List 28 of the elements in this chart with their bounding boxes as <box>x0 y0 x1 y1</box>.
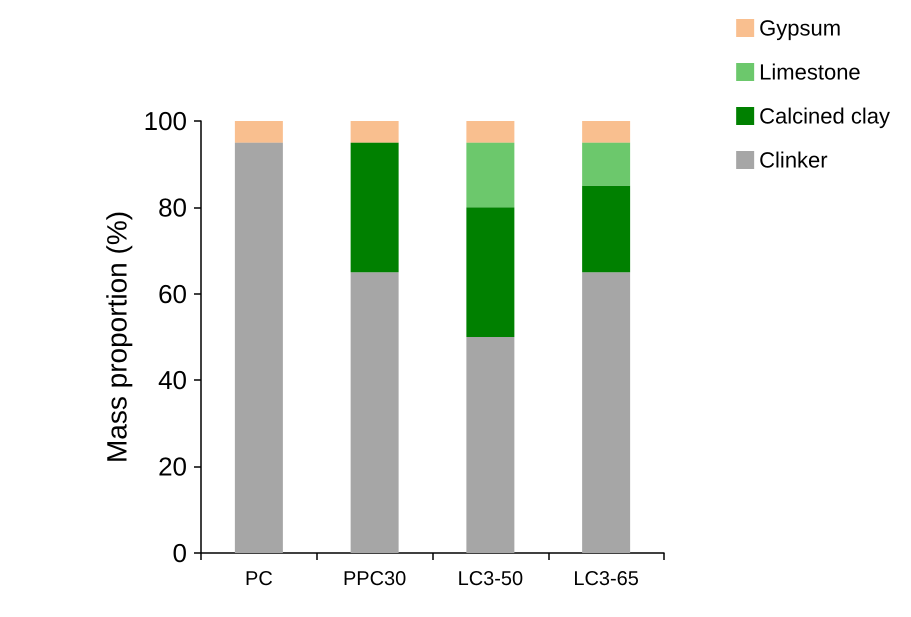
x-tick-label: LC3-65 <box>573 568 639 590</box>
bar <box>350 272 399 553</box>
legend-label: Calcined clay <box>759 104 890 128</box>
bar <box>234 121 283 143</box>
legend-label: Gypsum <box>759 16 842 40</box>
x-tick-label: LC3-50 <box>458 568 524 590</box>
x-tick-label: PC <box>244 568 273 590</box>
legend-label: Clinker <box>759 148 828 172</box>
bar <box>466 207 514 337</box>
bar <box>350 121 399 143</box>
y-tick-label: 20 <box>158 452 187 482</box>
bar <box>466 121 514 143</box>
bar <box>466 337 514 553</box>
bar <box>350 142 399 272</box>
bar <box>234 142 283 553</box>
bar <box>466 142 514 208</box>
bar <box>582 142 630 186</box>
bar <box>582 121 630 143</box>
bar <box>582 272 630 553</box>
y-tick-label: 40 <box>158 365 187 396</box>
bar <box>582 186 630 272</box>
y-tick-label: 0 <box>172 538 187 568</box>
x-tick-label: PPC30 <box>342 568 406 590</box>
legend-label: Limestone <box>759 60 861 84</box>
y-tick-label: 80 <box>158 192 187 222</box>
y-axis-title: Mass proportion (%) <box>102 210 132 464</box>
y-tick-label: 60 <box>158 278 187 309</box>
y-tick-label: 100 <box>144 106 187 136</box>
